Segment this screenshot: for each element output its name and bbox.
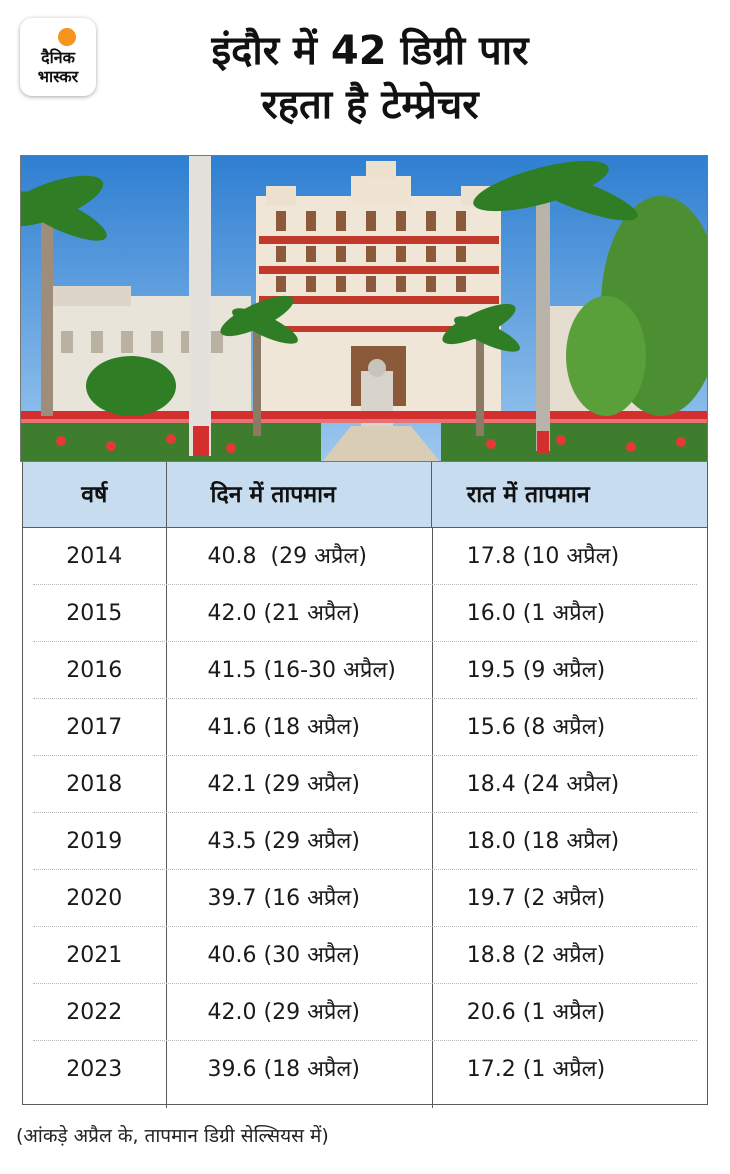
cell-year: 2014: [66, 544, 123, 569]
title-line-2: रहता है टेम्प्रेचर: [261, 82, 479, 128]
table-row: 2019 43.5 (29 अप्रैल) 18.0 (18 अप्रैल): [23, 813, 707, 870]
cell-year: 2019: [66, 829, 123, 854]
table-row: 2020 39.7 (16 अप्रैल) 19.7 (2 अप्रैल): [23, 870, 707, 927]
cell-night: 18.4 (24 अप्रैल): [466, 772, 620, 797]
logo-line-2: भास्कर: [37, 67, 79, 86]
cell-day: 42.0 (21 अप्रैल): [207, 601, 360, 626]
cell-night: 16.0 (1 अप्रैल): [466, 601, 606, 626]
cell-year: 2016: [66, 658, 123, 683]
header-night-temperature: रात में तापमान: [430, 462, 707, 527]
cell-night: 18.0 (18 अप्रैल): [466, 829, 620, 854]
title-line-1: इंदौर में 42 डिग्री पार: [211, 28, 529, 74]
cell-year: 2015: [66, 601, 123, 626]
cell-night: 19.5 (9 अप्रैल): [466, 658, 606, 683]
table-row: 2015 42.0 (21 अप्रैल) 16.0 (1 अप्रैल): [23, 585, 707, 642]
table-row: 2017 41.6 (18 अप्रैल) 15.6 (8 अप्रैल): [23, 699, 707, 756]
header-day-temperature: दिन में तापमान: [165, 462, 431, 527]
cell-year: 2018: [66, 772, 123, 797]
table-row: 2022 42.0 (29 अप्रैल) 20.6 (1 अप्रैल): [23, 984, 707, 1041]
cell-day: 43.5 (29 अप्रैल): [207, 829, 360, 854]
header-year: वर्ष: [81, 482, 108, 508]
table-body: 2014 40.8 (29 अप्रैल) 17.8 (10 अप्रैल) 2…: [23, 528, 707, 1108]
palace-illustration: [21, 156, 707, 461]
table-row: 2018 42.1 (29 अप्रैल) 18.4 (24 अप्रैल): [23, 756, 707, 813]
logo-text: दैनिक भास्कर: [20, 48, 96, 86]
cell-year: 2022: [66, 1000, 123, 1025]
page-title: इंदौर में 42 डिग्री पार रहता है टेम्प्रे…: [140, 24, 600, 132]
cell-year: 2021: [66, 943, 123, 968]
temperature-table: वर्ष दिन में तापमान रात में तापमान 2014 …: [22, 462, 708, 1108]
rajwada-palace-photo: [20, 155, 708, 462]
cell-night: 17.8 (10 अप्रैल): [466, 544, 620, 569]
cell-year: 2017: [66, 715, 123, 740]
table-row: 2016 41.5 (16-30 अप्रैल) 19.5 (9 अप्रैल): [23, 642, 707, 699]
cell-night: 17.2 (1 अप्रैल): [466, 1057, 606, 1082]
cell-year: 2020: [66, 886, 123, 911]
cell-night: 15.6 (8 अप्रैल): [466, 715, 606, 740]
table-row: 2021 40.6 (30 अप्रैल) 18.8 (2 अप्रैल): [23, 927, 707, 984]
table-row: 2023 39.6 (18 अप्रैल) 17.2 (1 अप्रैल): [23, 1041, 707, 1098]
cell-day: 40.6 (30 अप्रैल): [207, 943, 360, 968]
cell-day: 41.6 (18 अप्रैल): [207, 715, 360, 740]
table-header: वर्ष दिन में तापमान रात में तापमान: [23, 462, 707, 528]
footnote: (आंकड़े अप्रैल के, तापमान डिग्री सेल्सिय…: [16, 1125, 329, 1147]
cell-day: 39.7 (16 अप्रैल): [207, 886, 360, 911]
cell-night: 19.7 (2 अप्रैल): [466, 886, 606, 911]
logo-line-1: दैनिक: [41, 48, 75, 67]
cell-night: 20.6 (1 अप्रैल): [466, 1000, 606, 1025]
cell-day: 42.1 (29 अप्रैल): [207, 772, 360, 797]
cell-day: 42.0 (29 अप्रैल): [207, 1000, 360, 1025]
cell-day: 40.8 (29 अप्रैल): [207, 544, 367, 569]
cell-night: 18.8 (2 अप्रैल): [466, 943, 606, 968]
dainik-bhaskar-logo: दैनिक भास्कर: [20, 18, 96, 96]
cell-year: 2023: [66, 1057, 123, 1082]
cell-day: 39.6 (18 अप्रैल): [207, 1057, 360, 1082]
cell-day: 41.5 (16-30 अप्रैल): [207, 658, 396, 683]
table-row: 2014 40.8 (29 अप्रैल) 17.8 (10 अप्रैल): [23, 528, 707, 585]
column-divider: [166, 528, 167, 1108]
sun-icon: [58, 28, 76, 46]
column-divider: [432, 528, 433, 1108]
